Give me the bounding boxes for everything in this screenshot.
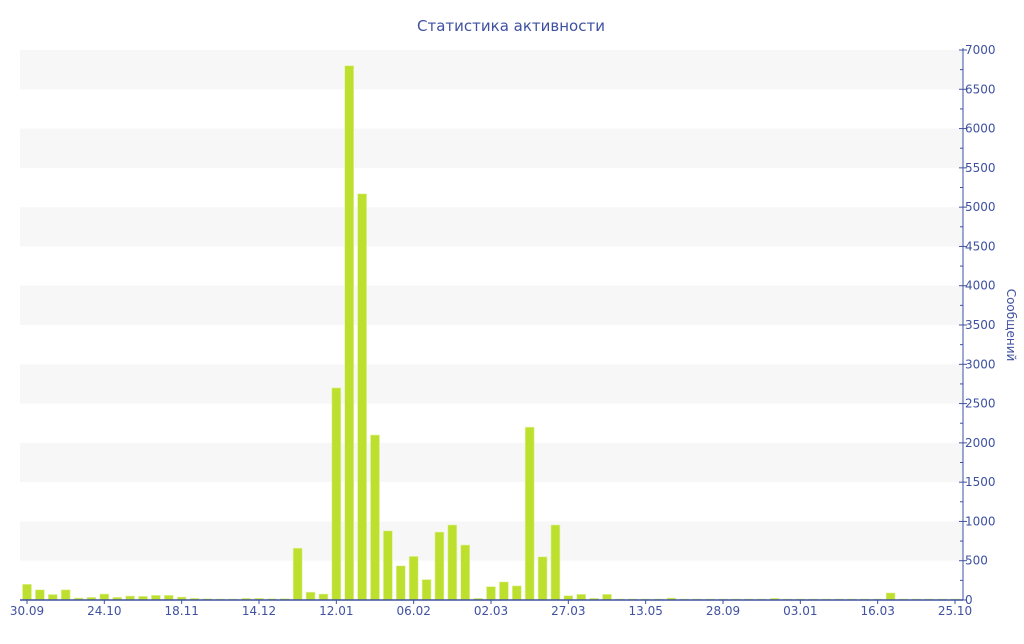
bar xyxy=(35,589,45,601)
y-tick-label: 4500 xyxy=(965,239,996,253)
x-tick-label: 06.02 xyxy=(396,604,430,618)
grid-band xyxy=(20,521,963,561)
bar xyxy=(395,565,406,601)
bar xyxy=(318,593,329,601)
y-tick-label: 4000 xyxy=(965,279,996,293)
bar xyxy=(511,585,522,601)
bar xyxy=(885,592,896,601)
bar xyxy=(22,583,32,601)
bar xyxy=(537,556,548,601)
y-tick-label: 0 xyxy=(965,593,973,607)
bar xyxy=(357,193,367,601)
y-tick-label: 500 xyxy=(965,554,988,568)
bar xyxy=(460,544,471,601)
bar xyxy=(434,531,445,601)
grid-band xyxy=(20,285,963,325)
x-axis: 30.09 24.10 18.11 14.12 12.01 06.02 02.03 27.03… xyxy=(10,599,972,618)
bar xyxy=(486,586,496,601)
y-tick-label: 1000 xyxy=(965,514,996,528)
bar xyxy=(47,594,58,601)
bar xyxy=(292,547,303,601)
bar xyxy=(550,524,561,601)
x-tick-label: 25.10 xyxy=(938,604,972,618)
chart-title: Статистика активности xyxy=(417,17,605,35)
x-tick-label: 28.09 xyxy=(706,604,740,618)
x-tick-label: 03.01 xyxy=(783,604,817,618)
bar xyxy=(344,65,355,601)
bar xyxy=(383,530,393,601)
bars xyxy=(22,65,960,601)
grid-band xyxy=(20,364,963,404)
grid-band xyxy=(20,50,963,90)
y-tick-label: 1500 xyxy=(965,475,996,489)
bar xyxy=(408,556,419,601)
y-axis-label: Сообщений xyxy=(1004,289,1018,362)
x-tick-label: 16.03 xyxy=(860,604,894,618)
y-tick-label: 3000 xyxy=(965,357,996,371)
bar xyxy=(331,387,342,601)
grid-band xyxy=(20,442,963,483)
bar xyxy=(370,434,380,601)
x-tick-label: 18.11 xyxy=(164,604,198,618)
y-tick-label: 5500 xyxy=(965,161,996,175)
y-tick-label: 7000 xyxy=(965,43,996,57)
grid-band xyxy=(20,128,963,168)
y-tick-label: 3500 xyxy=(965,318,996,332)
bar xyxy=(60,589,71,601)
bar xyxy=(99,593,110,601)
bar xyxy=(602,594,612,601)
x-tick-label: 24.10 xyxy=(87,604,121,618)
bar xyxy=(524,426,535,601)
grid-bands xyxy=(20,50,963,561)
y-tick-label: 6000 xyxy=(965,122,996,136)
y-tick-label: 5000 xyxy=(965,200,996,214)
x-tick-label: 12.01 xyxy=(319,604,353,618)
y-tick-label: 2500 xyxy=(965,397,996,411)
bar xyxy=(499,581,509,601)
y-tick-label: 2000 xyxy=(965,436,996,450)
bar xyxy=(421,579,432,601)
x-tick-label: 14.12 xyxy=(242,604,276,618)
x-tick-label: 02.03 xyxy=(474,604,508,618)
bar xyxy=(576,594,587,601)
y-tick-label: 6500 xyxy=(965,82,996,96)
grid-band xyxy=(20,207,963,247)
bar xyxy=(447,524,458,601)
x-tick-label: 27.03 xyxy=(551,604,585,618)
bar xyxy=(305,591,316,601)
y-axis: 0 500 1000 1500 2000 2500 3000 3500 4000 4500 5000… xyxy=(959,43,996,607)
x-tick-label: 13.05 xyxy=(628,604,662,618)
x-tick-label: 30.09 xyxy=(10,604,44,618)
